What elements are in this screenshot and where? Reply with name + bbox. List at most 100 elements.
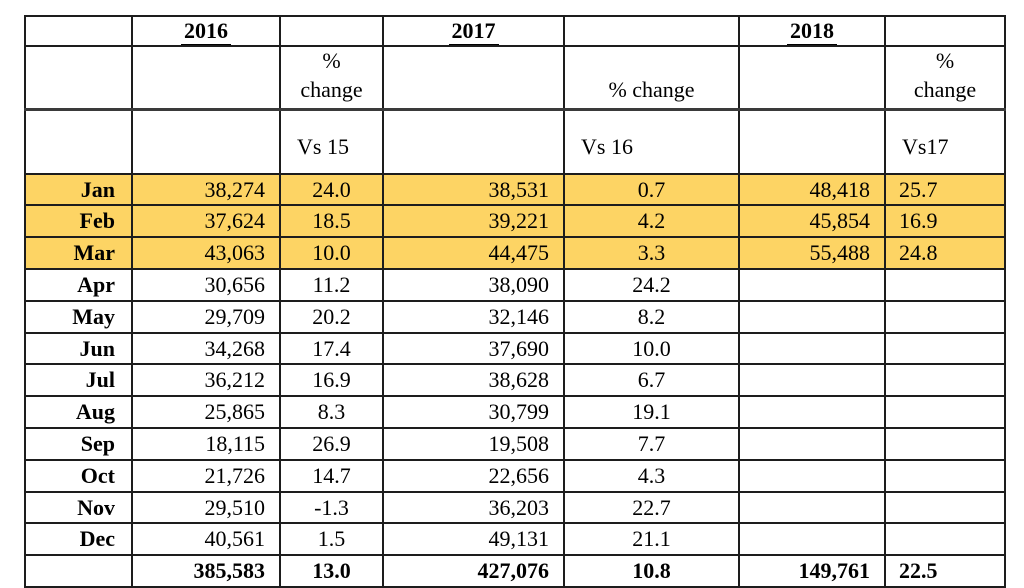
table-row: Apr 30,656 11.2 38,090 24.2 [24,268,1006,302]
month-cell: Jun [24,331,133,366]
total-2016: 385,583 [131,554,281,588]
total-2018: 149,761 [738,554,886,588]
pct-2016-cell: 10.0 [279,236,384,271]
pct-2016-cell: 1.5 [279,522,384,557]
year-header-2016: 2016 [181,18,231,44]
table-row: Oct 21,726 14.7 22,656 4.3 [24,458,1006,493]
total-chg-2016: 13.0 [279,554,384,588]
pct-2017-cell: 0.7 [563,172,740,207]
value-2018-cell [738,331,886,366]
value-2017-cell: 36,203 [382,490,565,525]
pct-2016-cell: 24.0 [279,172,384,207]
value-2016-cell: 37,624 [131,204,281,239]
pct-2016-cell: 26.9 [279,427,384,461]
vs17-label: Vs17 [884,108,1006,175]
month-cell: Feb [24,204,133,239]
table-row: Sep 18,115 26.9 19,508 7.7 [24,427,1006,461]
total-chg-2018: 22.5 [884,554,1006,588]
month-cell: Apr [24,268,133,302]
pct-2018-cell: 16.9 [884,204,1006,239]
value-2018-cell [738,427,886,461]
pct-2018-cell [884,522,1006,557]
table-row: Jun 34,268 17.4 37,690 10.0 [24,331,1006,366]
pct-2016-cell: 8.3 [279,395,384,430]
value-2016-cell: 43,063 [131,236,281,271]
value-2018-cell [738,363,886,398]
vs15-label: Vs 15 [279,108,384,175]
pct-2018-cell [884,490,1006,525]
pct-change-label-2018: % change [884,45,1006,112]
value-2018-cell [738,458,886,493]
total-chg-2017: 10.8 [563,554,740,588]
value-2017-cell: 22,656 [382,458,565,493]
pct-2018-cell [884,363,1006,398]
pct-2018-cell: 25.7 [884,172,1006,207]
value-2017-cell: 38,531 [382,172,565,207]
pct-2018-cell [884,331,1006,366]
month-cell: Dec [24,522,133,557]
table-row: Nov 29,510 -1.3 36,203 22.7 [24,490,1006,525]
pct-2018-cell [884,299,1006,334]
pct-2017-cell: 21.1 [563,522,740,557]
month-cell: Sep [24,427,133,461]
month-cell: May [24,299,133,334]
year-header-2018: 2018 [787,18,837,44]
value-2018-cell: 45,854 [738,204,886,239]
pct-2017-cell: 8.2 [563,299,740,334]
pct-2018-cell [884,458,1006,493]
pct-2017-cell: 4.3 [563,458,740,493]
pct-2017-cell: 22.7 [563,490,740,525]
pct-change-label-2016: % change [279,45,384,112]
table-row: Dec 40,561 1.5 49,131 21.1 [24,522,1006,557]
pct-2018-cell [884,268,1006,302]
month-cell: Aug [24,395,133,430]
table-row: Feb 37,624 18.5 39,221 4.2 45,854 16.9 [24,204,1006,239]
month-cell: Nov [24,490,133,525]
vs16-label: Vs 16 [563,108,740,175]
month-cell: Mar [24,236,133,271]
value-2017-cell: 44,475 [382,236,565,271]
value-2016-cell: 40,561 [131,522,281,557]
pct-2017-cell: 6.7 [563,363,740,398]
year-header-2017: 2017 [448,18,499,44]
pct-2016-cell: 11.2 [279,268,384,302]
pct-2016-cell: 18.5 [279,204,384,239]
value-2017-cell: 38,628 [382,363,565,398]
pct-2017-cell: 4.2 [563,204,740,239]
total-2017: 427,076 [382,554,565,588]
value-2018-cell [738,395,886,430]
value-2016-cell: 38,274 [131,172,281,207]
table-row: Jan 38,274 24.0 38,531 0.7 48,418 25.7 [24,172,1006,207]
month-cell: Jan [24,172,133,207]
pct-2016-cell: 20.2 [279,299,384,334]
value-2016-cell: 18,115 [131,427,281,461]
pct-2017-cell: 24.2 [563,268,740,302]
value-2018-cell: 48,418 [738,172,886,207]
pct-2018-cell: 24.8 [884,236,1006,271]
pct-2016-cell: 14.7 [279,458,384,493]
pct-change-label-2017: % change [563,45,740,112]
table-row: Jul 36,212 16.9 38,628 6.7 [24,363,1006,398]
pct-2017-cell: 7.7 [563,427,740,461]
pct-2016-cell: 17.4 [279,331,384,366]
month-cell: Jul [24,363,133,398]
value-2016-cell: 36,212 [131,363,281,398]
pct-2017-cell: 3.3 [563,236,740,271]
month-cell: Oct [24,458,133,493]
data-table-container: 2016 2017 2018 % change % change % chang… [24,15,1006,588]
total-row: 385,583 13.0 427,076 10.8 149,761 22.5 [24,554,1006,588]
pct-2016-cell: 16.9 [279,363,384,398]
table-row: Mar 43,063 10.0 44,475 3.3 55,488 24.8 [24,236,1006,271]
table-row: May 29,709 20.2 32,146 8.2 [24,299,1006,334]
value-2016-cell: 25,865 [131,395,281,430]
pct-change-header-row: % change % change % change [24,45,1006,112]
value-2016-cell: 29,709 [131,299,281,334]
value-2018-cell [738,268,886,302]
pct-2018-cell [884,427,1006,461]
corner-cell [24,15,133,47]
year-header-row: 2016 2017 2018 [24,15,1006,47]
monthly-data-table: 2016 2017 2018 % change % change % chang… [24,15,1006,588]
value-2017-cell: 49,131 [382,522,565,557]
value-2018-cell [738,299,886,334]
month-rows: Jan 38,274 24.0 38,531 0.7 48,418 25.7 F… [24,172,1006,557]
